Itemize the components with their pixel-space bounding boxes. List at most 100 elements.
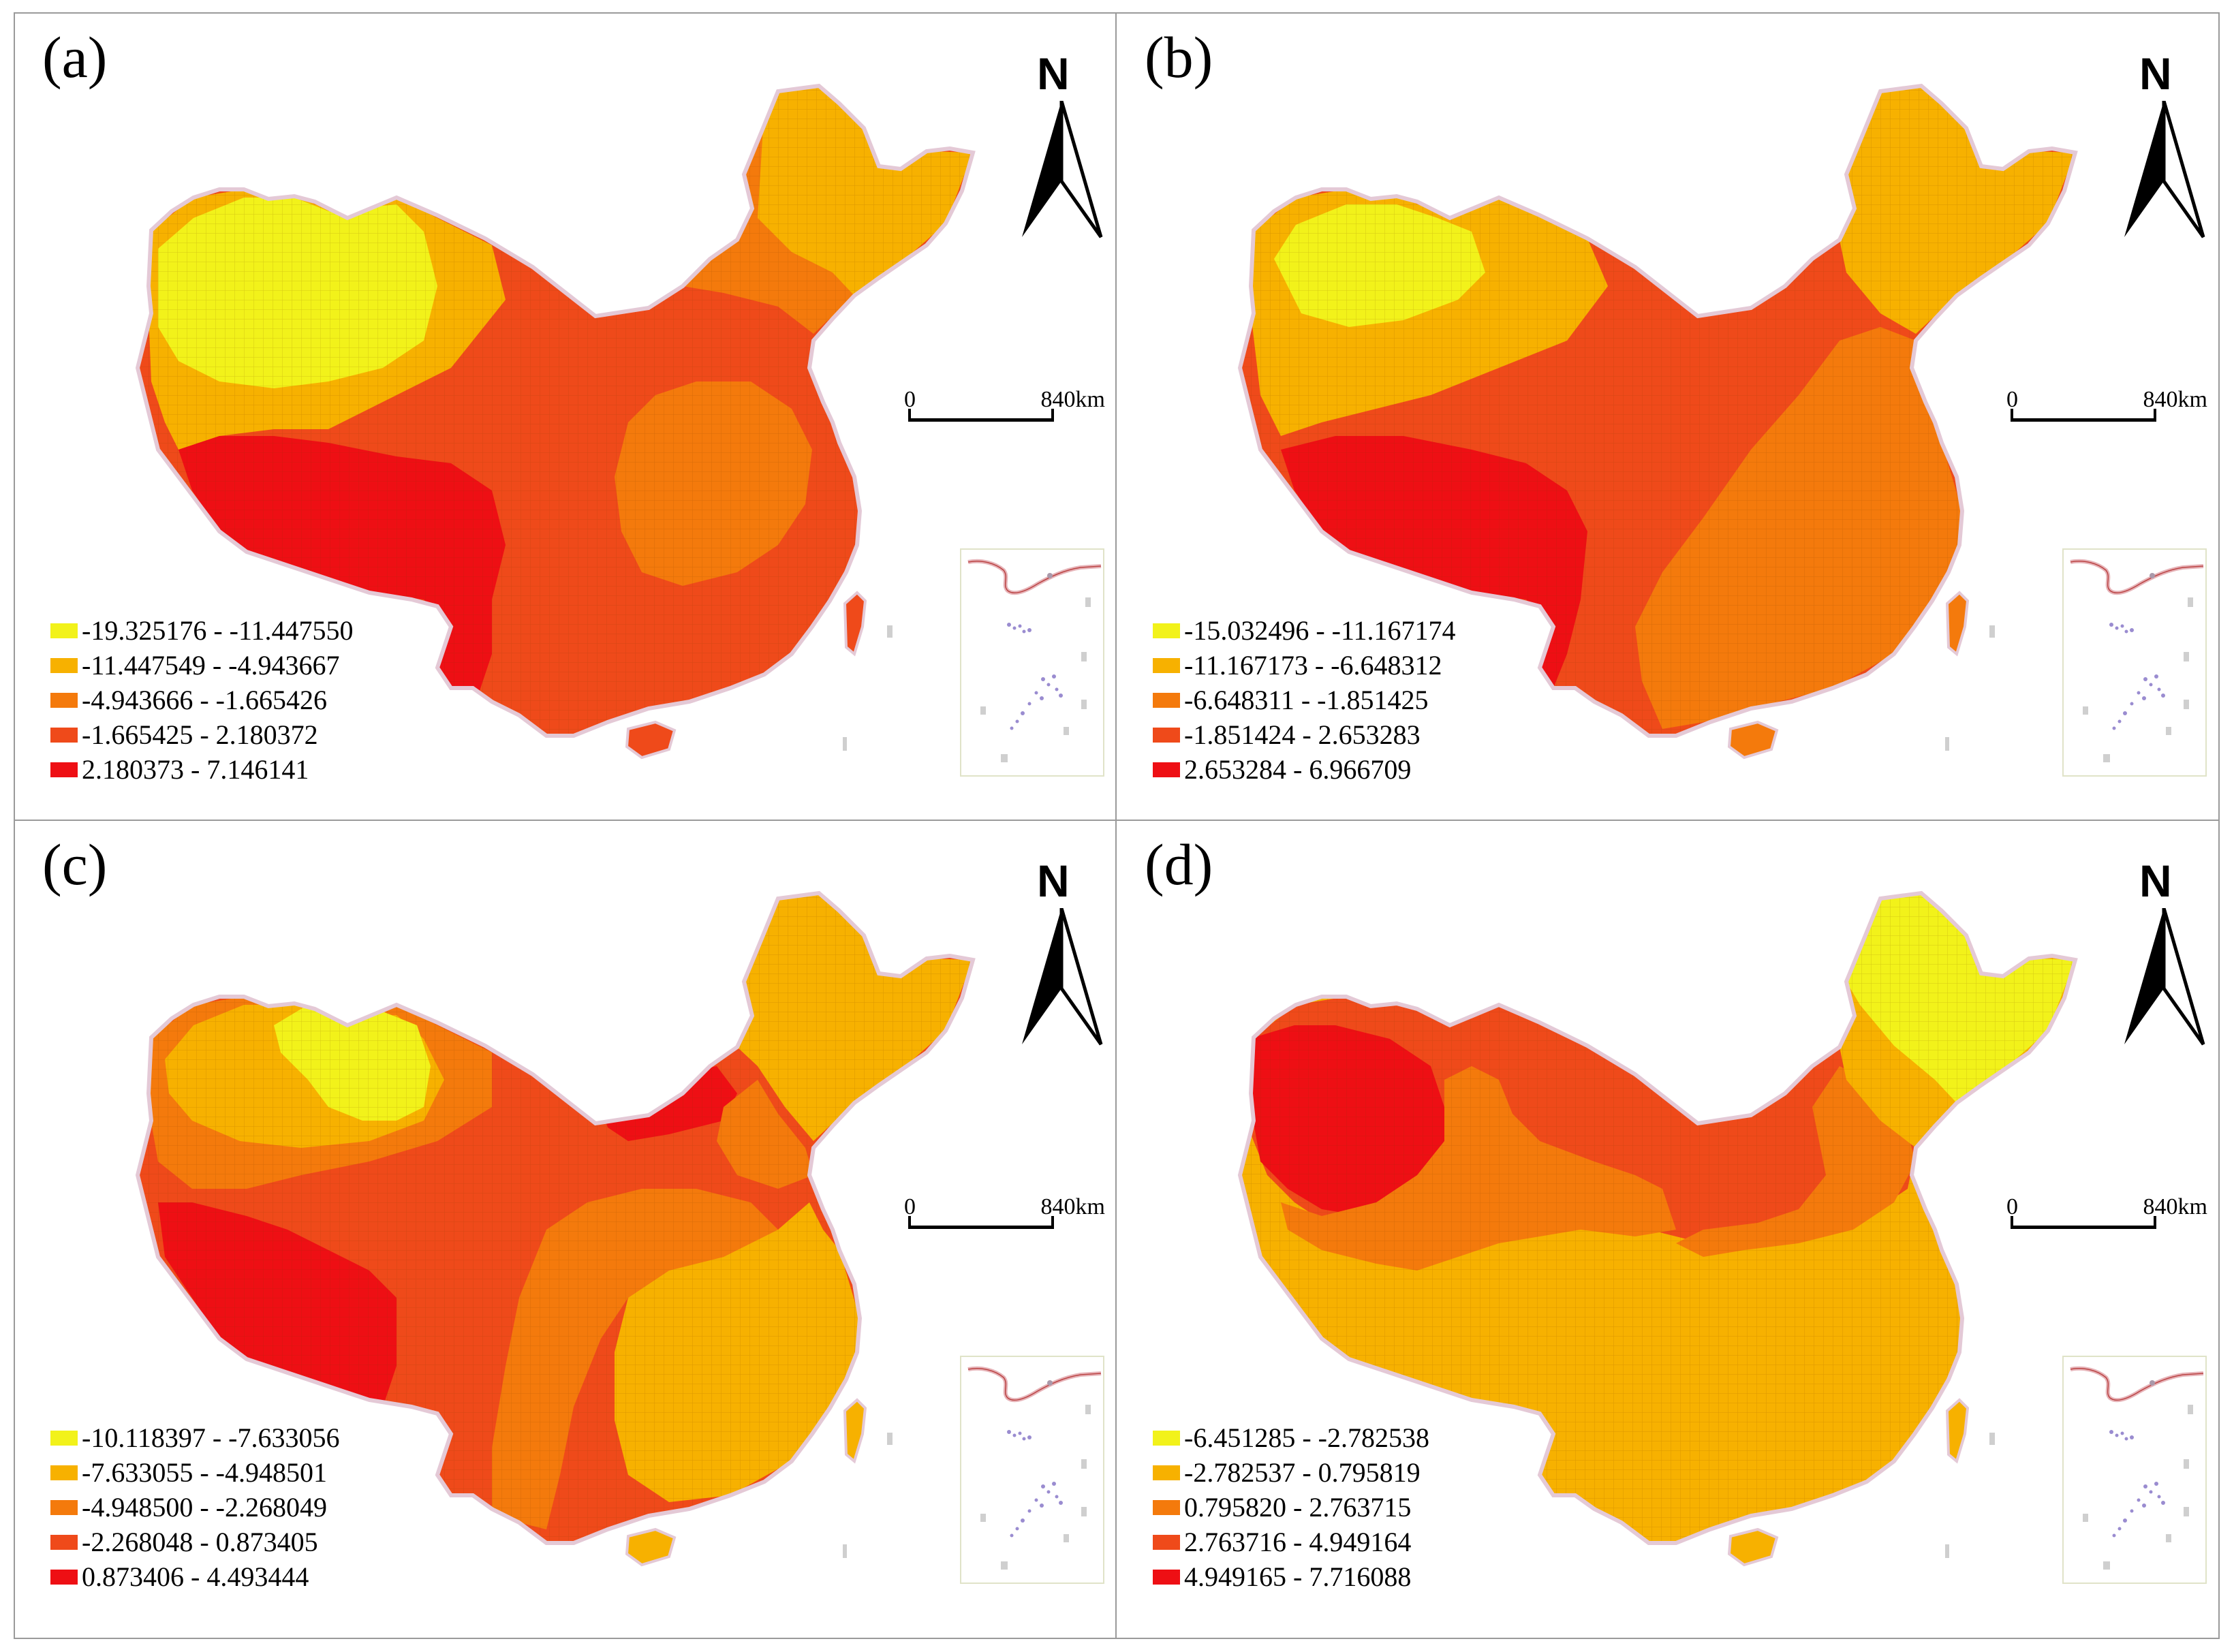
boundary-dash [843,1544,847,1558]
scale-tick-right [1051,1216,1054,1228]
legend-label: -11.447549 - -4.943667 [82,650,340,681]
legend-swatch [1153,1534,1180,1550]
legend-item: -1.665425 - 2.180372 [50,717,353,752]
scale-distance-label: 840km [1040,1194,1105,1219]
legend-label: -4.948500 - -2.268049 [82,1492,327,1523]
legend-label: 0.795820 - 2.763715 [1184,1492,1412,1523]
scale-tick-right [2154,409,2156,420]
taiwan-island [1945,591,1970,657]
china-map [1237,83,2078,760]
hainan-island [625,1527,677,1567]
boundary-dash [843,737,847,751]
legend-swatch [50,657,78,673]
scale-zero-label: 0 [904,1194,916,1219]
legend-label: 4.949165 - 7.716088 [1184,1561,1412,1592]
hainan-island [1727,720,1779,760]
map-panel-b: (b) N 0 840km [1117,14,2219,821]
boundary-dash [1989,625,1995,638]
south-china-sea-inset [960,1356,1104,1584]
scale-distance-label: 840km [1040,387,1105,412]
legend-label: -6.648311 - -1.851425 [1184,685,1429,715]
scale-zero-label: 0 [904,387,916,412]
legend-swatch [50,727,78,743]
south-china-sea-inset [2062,548,2207,777]
north-label: N [1037,48,1070,99]
panel-label: (b) [1145,25,1213,90]
legend-label: -19.325176 - -11.447550 [82,615,354,646]
legend-swatch [1153,727,1180,743]
scale-tick-right [2154,1216,2156,1228]
legend-swatch [50,1569,78,1585]
south-china-sea-inset [960,548,1104,777]
hainan-island [1727,1527,1779,1567]
legend-swatch [1153,1430,1180,1446]
legend-item: -11.167173 - -6.648312 [1153,648,1455,683]
panel-divider-vertical [1115,12,1117,1639]
legend-label: -11.167173 - -6.648312 [1184,650,1442,681]
map-panel-c: (c) N 0 840km [15,821,1117,1628]
legend: -10.118397 - -7.633056 -7.633055 - -4.948… [50,1420,339,1594]
country-border [1237,890,2078,1545]
north-arrow-icon [2124,101,2205,238]
map-panel-a: (a) N 0 840km [15,14,1117,821]
north-label: N [2139,856,2172,906]
scale-line [2011,418,2156,422]
scale-tick-left [2011,409,2013,420]
panel-label: (c) [42,832,108,897]
boundary-dash [1945,1544,1949,1558]
scale-tick-left [2011,1216,2013,1228]
legend-item: 0.873406 - 4.493444 [50,1559,339,1594]
legend-swatch [50,1534,78,1550]
scale-tick-left [908,1216,911,1228]
legend-item: -19.325176 - -11.447550 [50,613,353,648]
map-panel-d: (d) N 0 840km [1117,821,2219,1628]
country-border [1237,83,2078,738]
legend: -15.032496 - -11.167174 -11.167173 - -6.6… [1153,613,1455,787]
legend-item: -15.032496 - -11.167174 [1153,613,1455,648]
legend-item: 2.763716 - 4.949164 [1153,1525,1429,1559]
china-map [1237,890,2078,1567]
north-arrow-icon [1022,908,1103,1046]
scale-distance-label: 840km [2143,1194,2207,1219]
legend-item: -2.268048 - 0.873405 [50,1525,339,1559]
legend-swatch [1153,1465,1180,1480]
china-map [135,890,976,1567]
legend-swatch [50,692,78,708]
legend-item: -11.447549 - -4.943667 [50,648,353,683]
south-china-sea-inset [2062,1356,2207,1584]
legend-label: 2.763716 - 4.949164 [1184,1527,1412,1557]
taiwan-island [843,591,867,657]
legend-item: 2.653284 - 6.966709 [1153,752,1455,787]
legend-item: -2.782537 - 0.795819 [1153,1455,1429,1490]
legend-label: -4.943666 - -1.665426 [82,685,327,715]
legend-item: 4.949165 - 7.716088 [1153,1559,1429,1594]
legend-label: 2.653284 - 6.966709 [1184,754,1412,785]
north-arrow-icon [1022,101,1103,238]
legend-item: -1.851424 - 2.653283 [1153,717,1455,752]
scale-bar: 0 840km [904,387,1105,435]
scale-line [2011,1226,2156,1229]
legend-swatch [50,1465,78,1480]
scale-tick-left [908,409,911,420]
scale-zero-label: 0 [2006,1194,2018,1219]
scale-bar: 0 840km [904,1194,1105,1242]
legend-label: -7.633055 - -4.948501 [82,1457,327,1488]
legend-item: -6.451285 - -2.782538 [1153,1420,1429,1455]
map-region-class4 [1349,893,1376,923]
legend-label: -1.665425 - 2.180372 [82,719,318,750]
legend-swatch [1153,657,1180,673]
china-map [135,83,976,760]
panel-divider-horizontal [14,820,2220,821]
legend-swatch [1153,1499,1180,1515]
north-label: N [1037,856,1070,906]
boundary-dash [1989,1433,1995,1445]
legend-swatch [1153,1569,1180,1585]
legend-swatch [1153,762,1180,777]
legend-label: -2.268048 - 0.873405 [82,1527,318,1557]
country-border [135,83,976,738]
scale-line [908,418,1054,422]
legend-item: -7.633055 - -4.948501 [50,1455,339,1490]
legend-item: 0.795820 - 2.763715 [1153,1490,1429,1525]
legend: -6.451285 - -2.782538 -2.782537 - 0.79581… [1153,1420,1429,1594]
legend-label: -2.782537 - 0.795819 [1184,1457,1421,1488]
